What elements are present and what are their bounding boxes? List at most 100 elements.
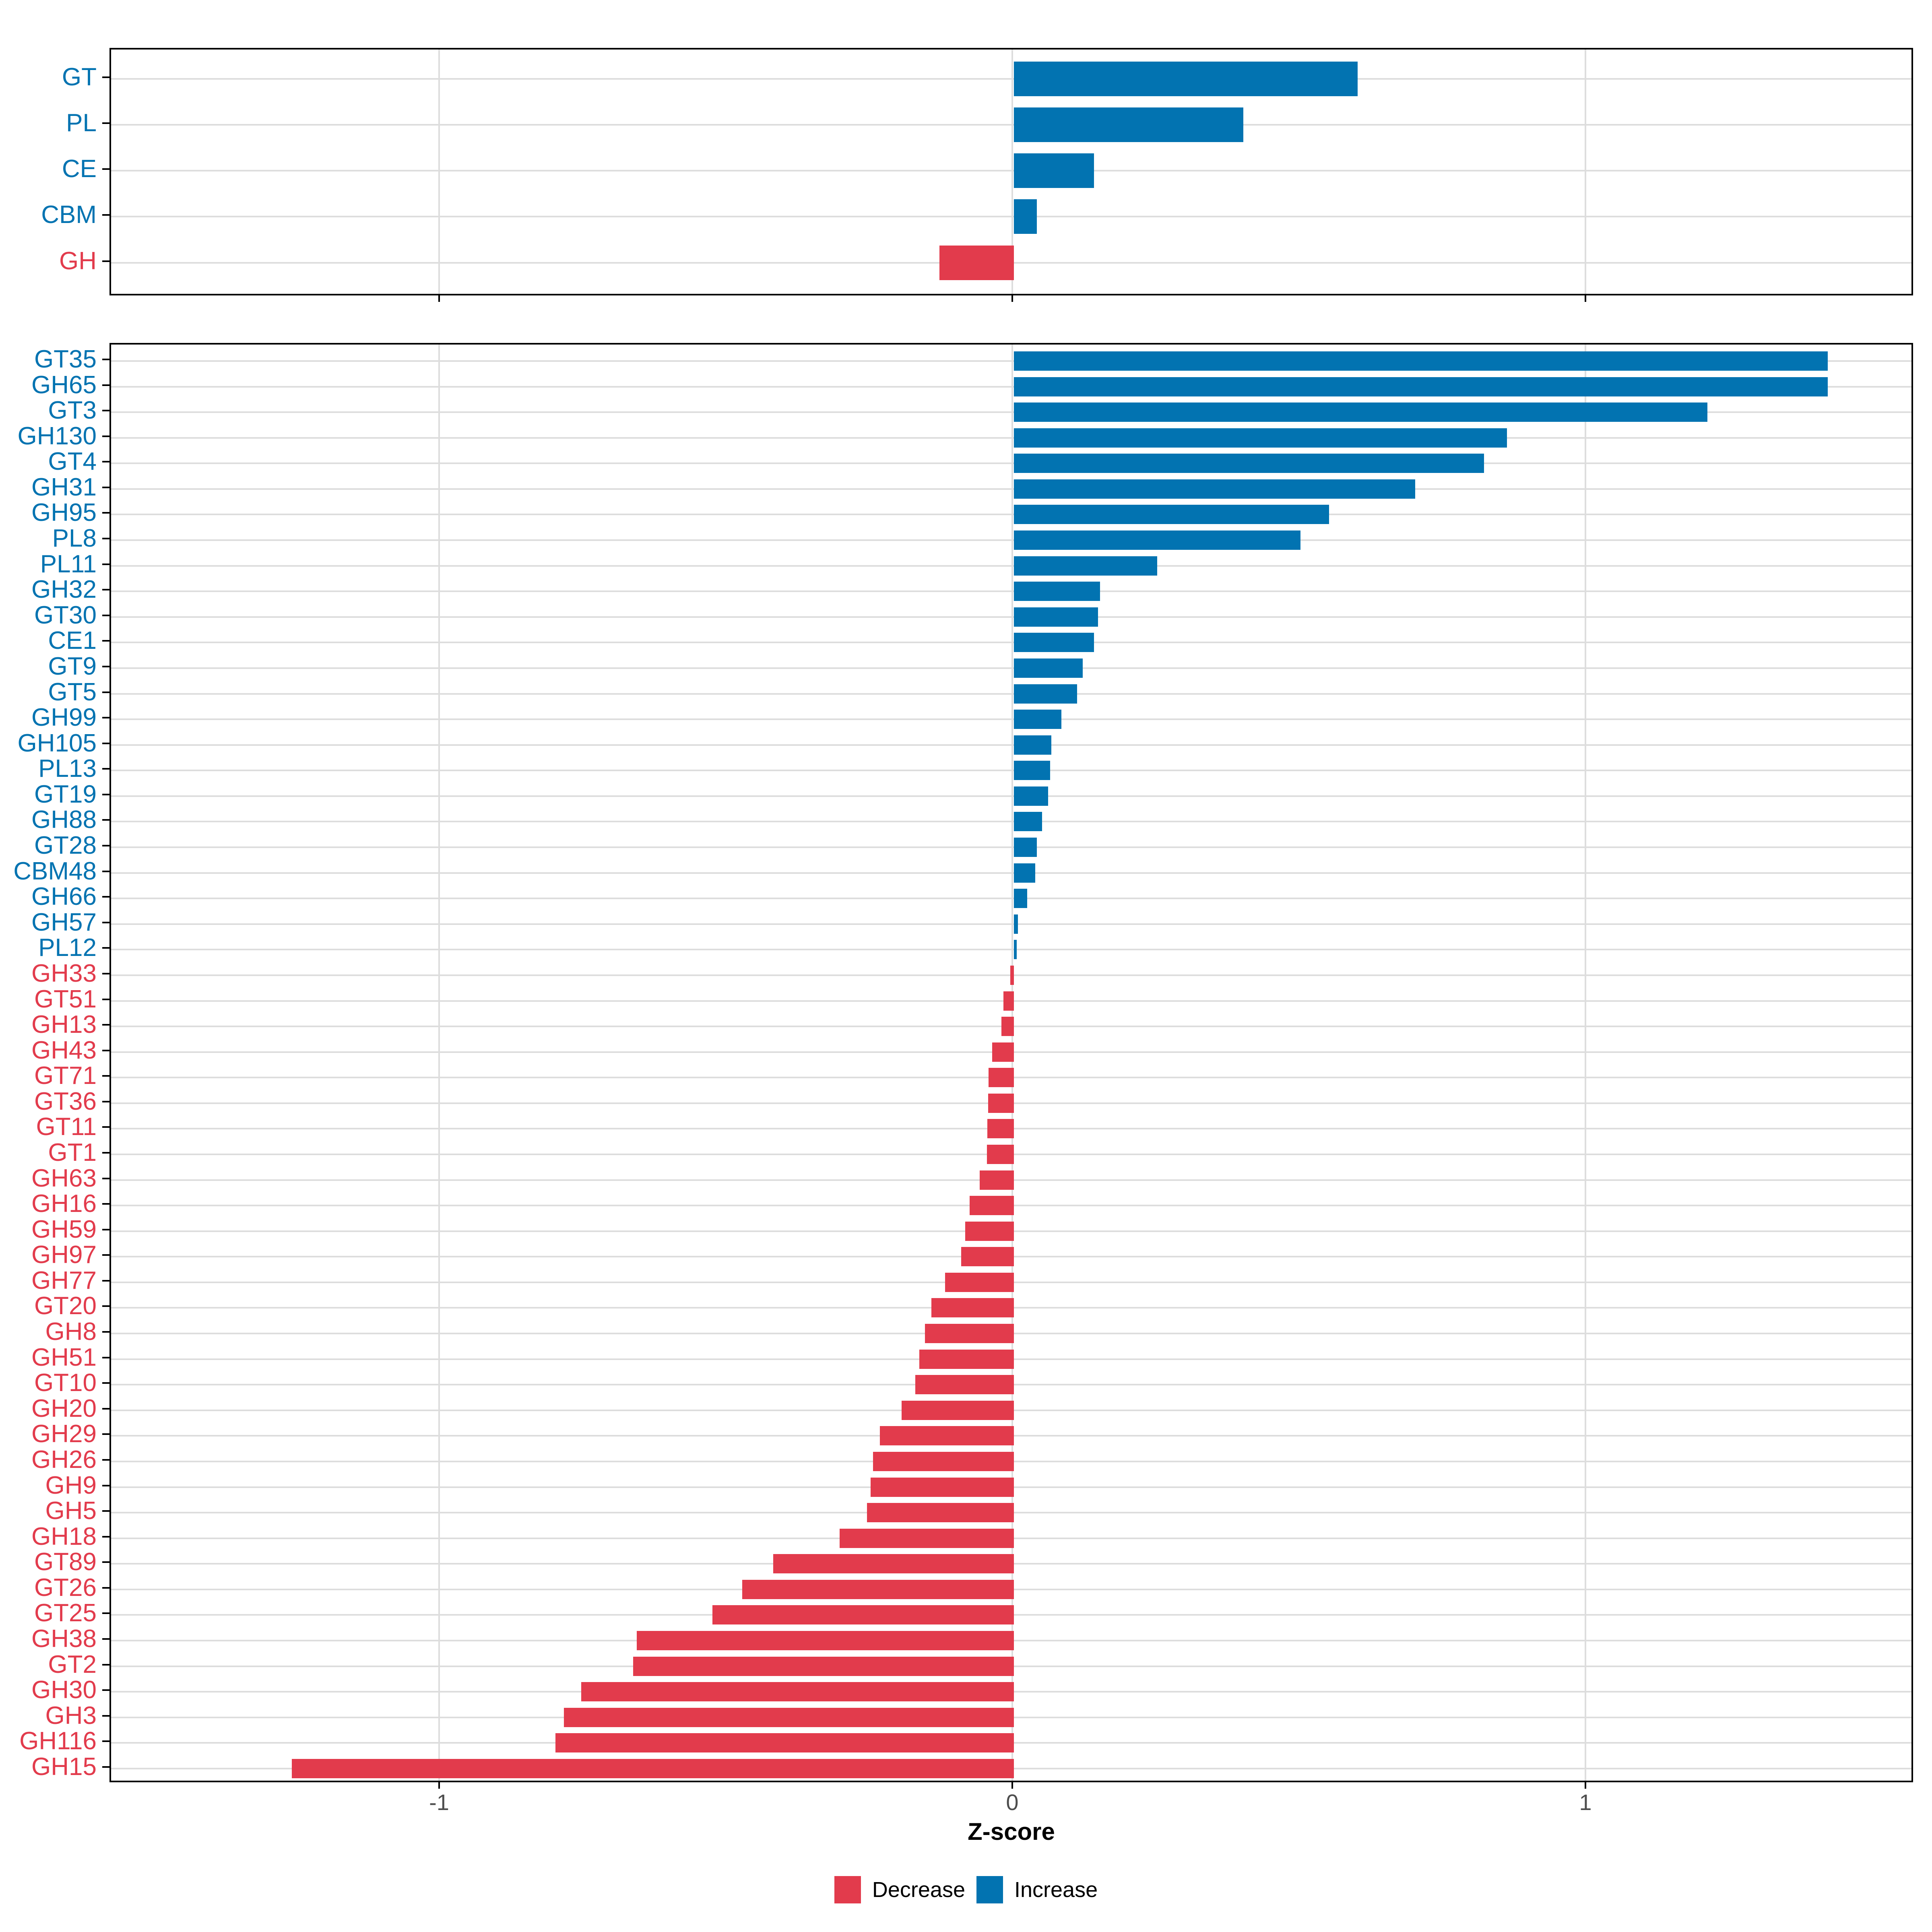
y-axis-label-GH20: GH20 (31, 1394, 97, 1422)
row-gridline (111, 667, 1911, 669)
y-tick (102, 122, 109, 124)
y-tick (102, 589, 109, 591)
legend: Decrease Increase (0, 1876, 1932, 1904)
y-tick (102, 1100, 109, 1102)
bar-GT30 (1014, 607, 1098, 627)
bar-GH9 (871, 1477, 1014, 1497)
y-tick (102, 1612, 109, 1614)
x-tick-bottom-panel (1011, 1782, 1013, 1789)
bar-GT5 (1014, 684, 1077, 704)
y-axis-label-GT28: GT28 (34, 832, 97, 860)
y-axis-label-PL: PL (66, 109, 97, 137)
y-tick (102, 563, 109, 565)
y-tick (102, 1177, 109, 1179)
y-tick (102, 168, 109, 170)
bar-GH95 (1014, 505, 1329, 524)
y-axis-label-GH116: GH116 (19, 1727, 97, 1755)
y-axis-label-GH30: GH30 (31, 1676, 97, 1704)
bar-GH15 (291, 1759, 1014, 1778)
y-tick (102, 870, 109, 872)
y-tick (102, 1075, 109, 1077)
bar-GT2 (633, 1656, 1014, 1676)
y-axis-label-PL11: PL11 (40, 550, 97, 578)
y-tick (102, 819, 109, 821)
y-axis-label-GH29: GH29 (31, 1420, 97, 1448)
bar-GH5 (867, 1503, 1014, 1523)
y-axis-label-GT4: GT4 (48, 448, 97, 476)
x-tick-top-panel (1585, 295, 1586, 302)
bar-GT71 (989, 1068, 1014, 1088)
row-gridline (111, 78, 1911, 80)
row-gridline (111, 923, 1911, 925)
bar-GT11 (987, 1119, 1014, 1139)
y-axis-label-GT35: GT35 (34, 345, 97, 373)
bar-GH77 (945, 1272, 1014, 1292)
bar-GH31 (1014, 479, 1415, 499)
bar-GH65 (1014, 377, 1828, 396)
bar-PL8 (1014, 530, 1300, 550)
y-axis-label-GT: GT (62, 63, 97, 91)
y-tick (102, 1356, 109, 1358)
y-tick (102, 1484, 109, 1486)
y-axis-label-CBM48: CBM48 (13, 857, 97, 885)
y-axis-label-GH26: GH26 (31, 1445, 97, 1474)
bar-GT19 (1014, 786, 1049, 806)
bar-PL13 (1014, 761, 1050, 780)
row-gridline (111, 170, 1911, 172)
y-axis-label-GH: GH (59, 247, 97, 275)
y-tick (102, 845, 109, 847)
bar-GH66 (1014, 889, 1027, 908)
y-axis-label-GH105: GH105 (17, 729, 97, 757)
bar-GT26 (742, 1579, 1014, 1599)
bar-GT20 (931, 1298, 1014, 1318)
row-gridline (111, 437, 1911, 439)
bar-GT35 (1014, 351, 1828, 371)
y-tick (102, 691, 109, 693)
row-gridline (111, 642, 1911, 644)
y-tick (102, 1280, 109, 1282)
y-axis-label-GH77: GH77 (31, 1266, 97, 1294)
y-axis-label-CE1: CE1 (48, 627, 97, 655)
y-axis-label-GH88: GH88 (31, 806, 97, 834)
y-tick (102, 896, 109, 898)
y-tick (102, 998, 109, 1000)
x-gridline (1011, 50, 1013, 294)
row-gridline (111, 488, 1911, 490)
bar-GH16 (970, 1196, 1014, 1216)
x-gridline (1585, 345, 1586, 1781)
y-tick (102, 359, 109, 360)
bar-PL (1014, 107, 1243, 142)
bar-GH26 (873, 1451, 1014, 1471)
x-gridline (1585, 50, 1586, 294)
y-axis-label-GH99: GH99 (31, 704, 97, 732)
y-tick (102, 461, 109, 463)
y-axis-label-GT71: GT71 (34, 1062, 97, 1090)
y-axis-label-GT5: GT5 (48, 678, 97, 706)
bar-CBM48 (1014, 863, 1035, 883)
y-axis-label-GT3: GT3 (48, 396, 97, 425)
bar-PL11 (1014, 556, 1157, 576)
y-tick (102, 768, 109, 770)
bar-GT1 (987, 1144, 1014, 1164)
y-axis-label-GT25: GT25 (34, 1599, 97, 1627)
y-axis-label-GH63: GH63 (31, 1164, 97, 1192)
row-gridline (111, 462, 1911, 464)
bar-GH59 (965, 1221, 1014, 1241)
x-tick-top-panel (438, 295, 440, 302)
row-gridline (111, 949, 1911, 951)
legend-swatch-decrease (834, 1876, 861, 1903)
bar-GT (1014, 61, 1358, 96)
family-zscore-panel (109, 343, 1913, 1782)
y-tick (102, 640, 109, 642)
bar-GH88 (1014, 812, 1042, 832)
y-tick (102, 1331, 109, 1333)
x-tick-label: 1 (1579, 1790, 1592, 1815)
bar-GT3 (1014, 402, 1708, 422)
y-tick (102, 1638, 109, 1640)
bar-GH29 (879, 1426, 1014, 1446)
y-tick (102, 486, 109, 488)
y-axis-label-GH8: GH8 (45, 1318, 97, 1346)
y-tick (102, 614, 109, 616)
bar-CE (1014, 153, 1094, 188)
